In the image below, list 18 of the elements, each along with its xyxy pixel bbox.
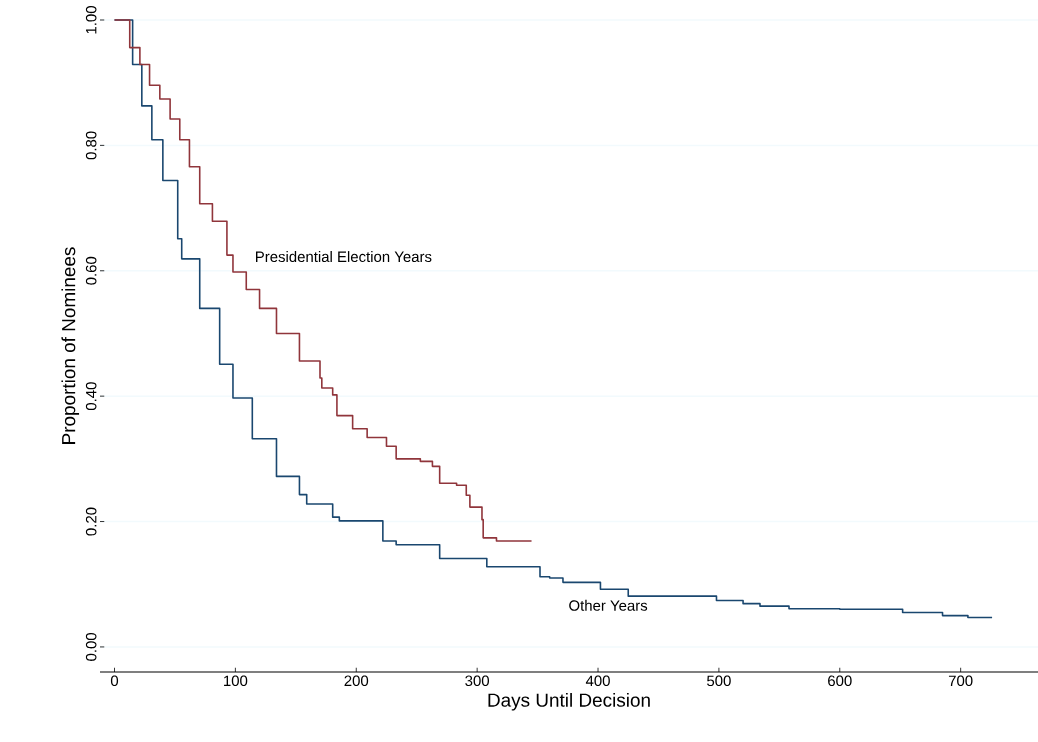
x-tick-label: 0 [110,675,119,687]
y-tick-label: 0.80 [85,131,97,160]
x-tick-label: 600 [828,675,852,687]
series-label: Presidential Election Years [256,251,432,263]
y-tick-label: 0.40 [85,382,97,411]
series-label: Other Years [569,599,648,611]
y-axis-title: Proportion of Nominees [61,247,80,444]
x-tick-label: 500 [707,675,731,687]
y-tick-label: 0.20 [85,507,97,536]
x-tick-label: 700 [948,675,973,687]
y-tick-label: 1.00 [85,6,97,34]
x-axis-title: Days Until Decision [488,692,650,711]
x-tick-label: 400 [585,675,610,687]
x-tick-label: 300 [465,675,490,687]
x-tick-label: 200 [344,675,369,687]
x-tick-label: 100 [224,675,248,687]
y-tick-label: 0.00 [85,632,97,661]
y-tick-label: 0.60 [85,256,97,285]
